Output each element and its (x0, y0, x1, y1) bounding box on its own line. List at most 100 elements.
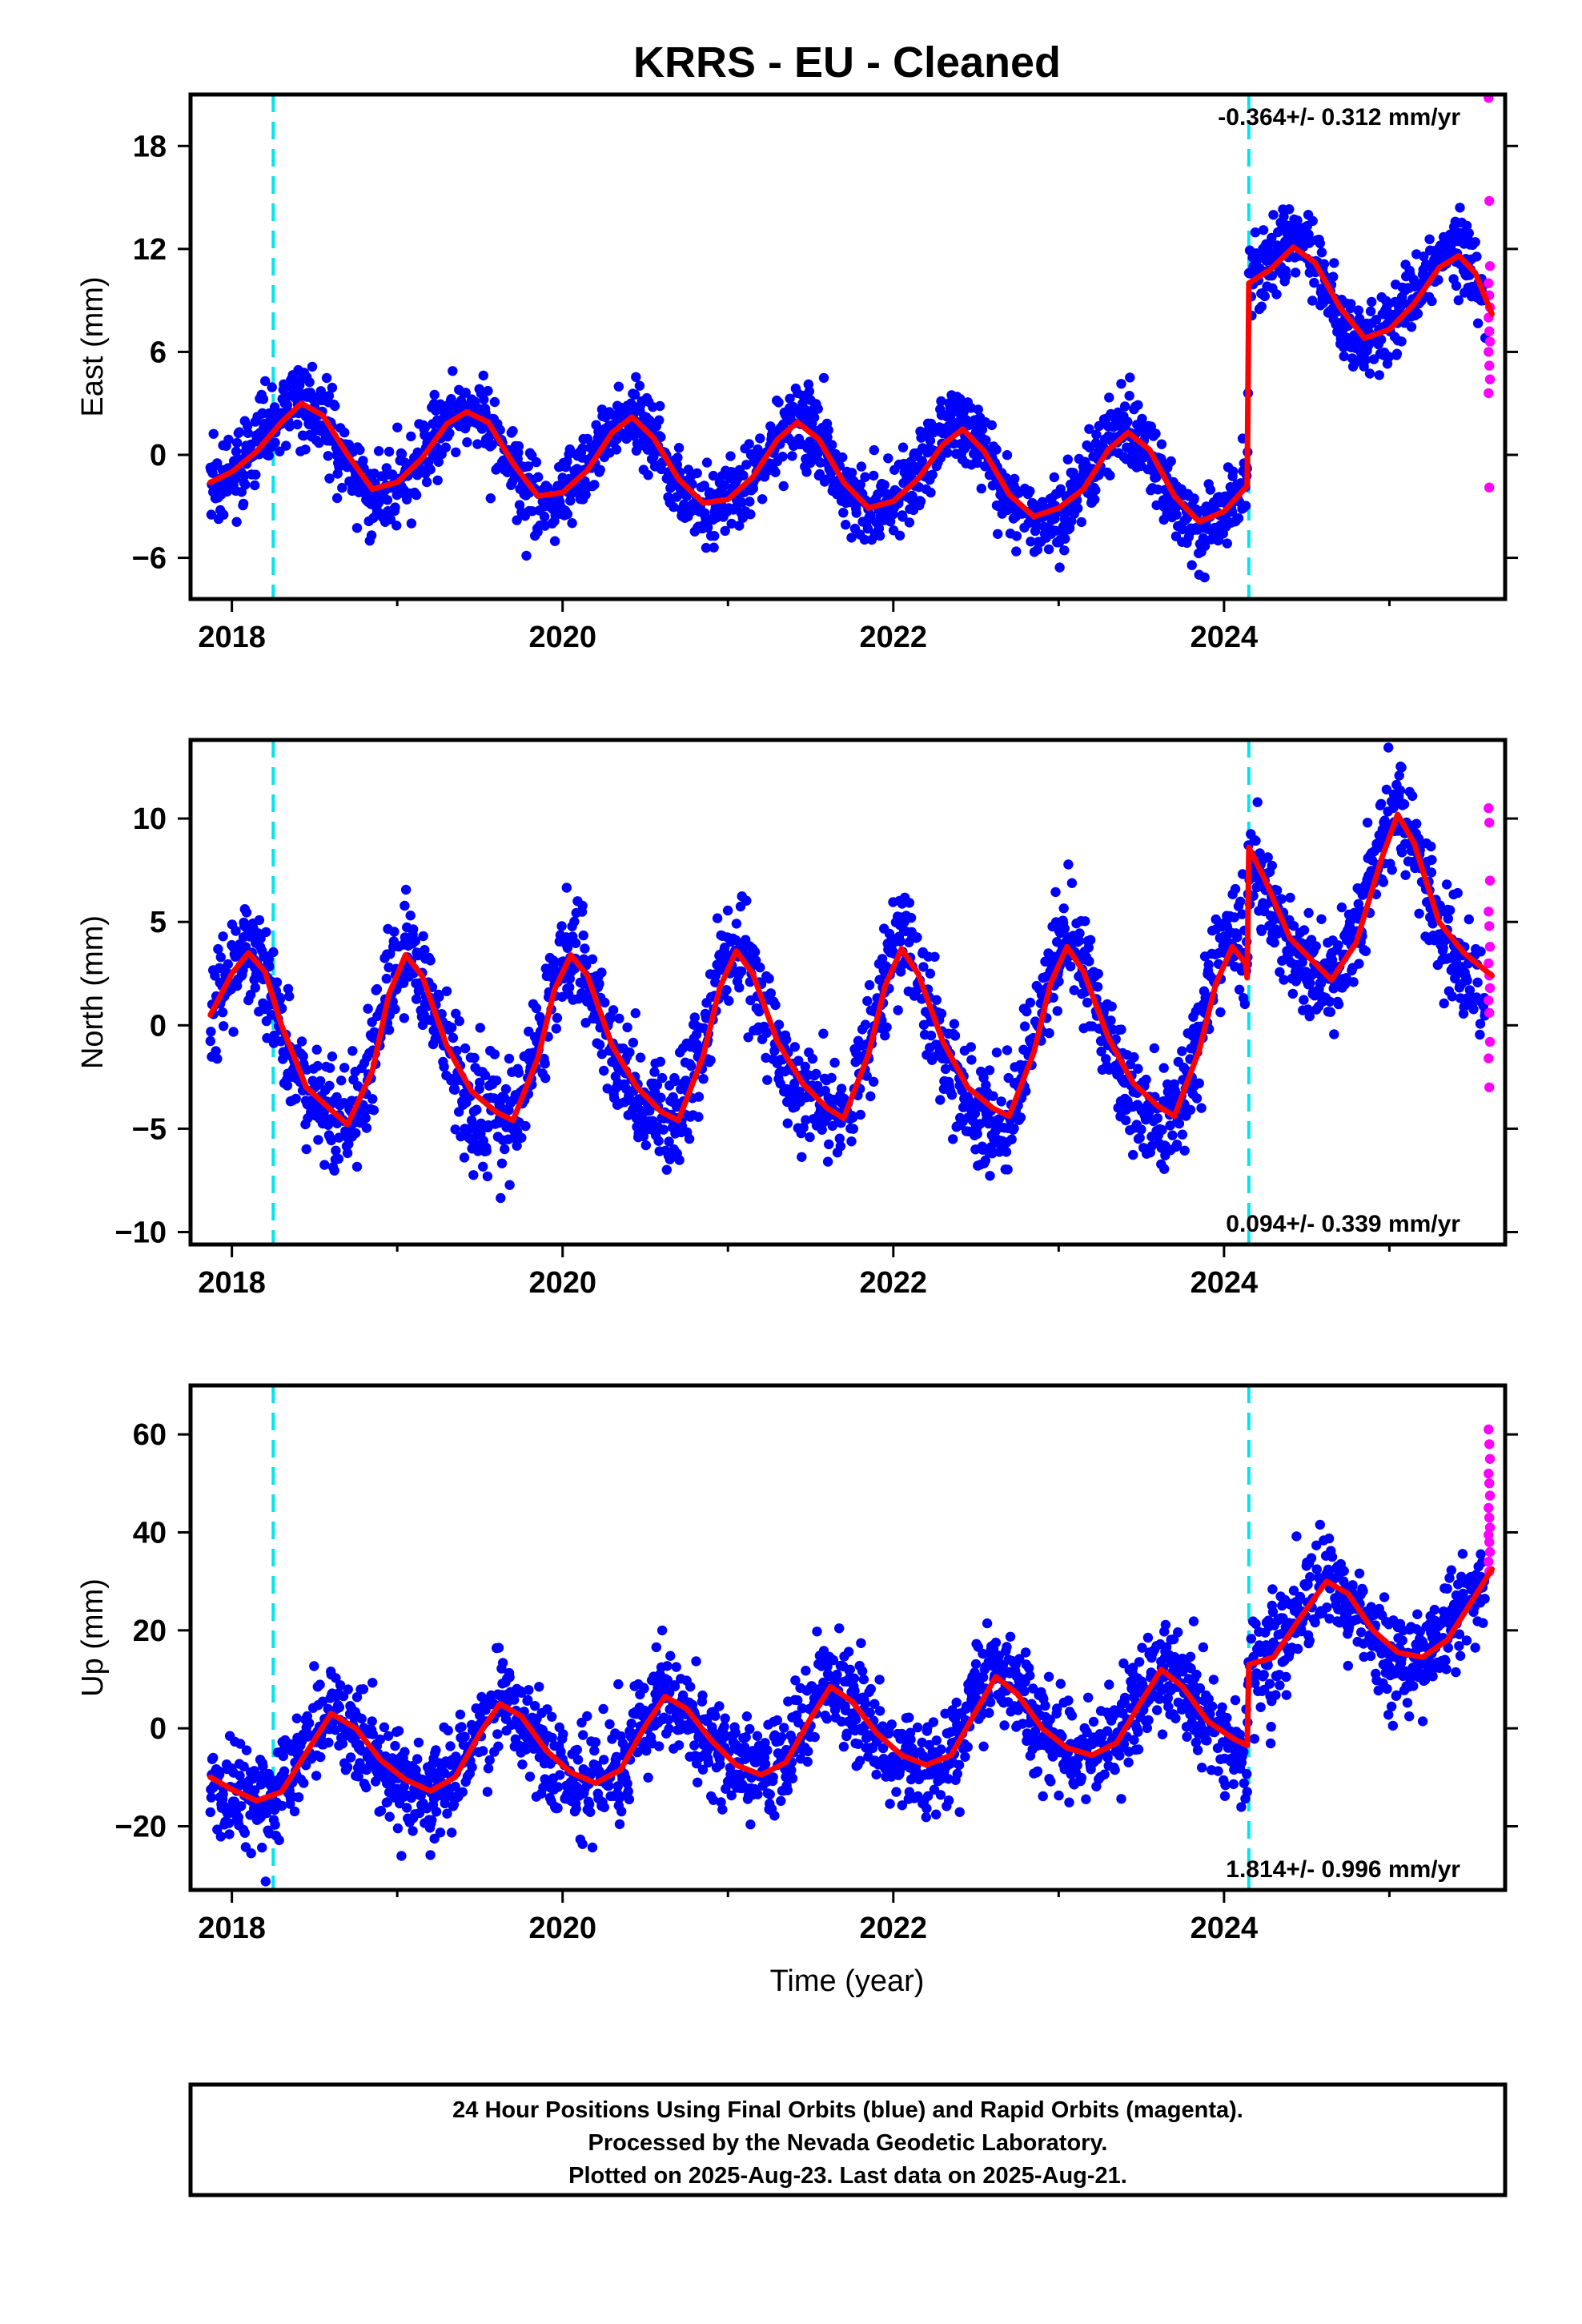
north-rapid-point (1484, 803, 1494, 814)
up-final-point (249, 1766, 259, 1776)
east-final-point (1307, 296, 1318, 306)
north-final-point (1303, 907, 1314, 919)
north-final-point (454, 1015, 464, 1027)
north-final-point (1167, 1130, 1178, 1140)
east-final-point (673, 452, 683, 463)
north-final-point (1177, 1129, 1188, 1140)
up-final-point (291, 1713, 302, 1723)
north-final-point (834, 1133, 845, 1144)
up-final-point (435, 1827, 446, 1838)
east-final-point (223, 434, 234, 445)
north-final-point (638, 1131, 649, 1142)
east-final-point (206, 509, 217, 520)
north-final-point (980, 1155, 991, 1166)
east-rapid-point (1484, 482, 1495, 493)
east-final-point (1166, 456, 1176, 467)
east-final-point (1328, 271, 1339, 282)
east-final-point (595, 464, 605, 475)
north-final-point (516, 1132, 527, 1144)
north-final-point (1267, 860, 1278, 871)
north-final-point (860, 1019, 871, 1030)
east-final-point (1279, 211, 1289, 222)
north-final-point (1395, 785, 1406, 796)
north-final-point (361, 1123, 372, 1133)
east-final-point (582, 433, 592, 444)
north-final-point (1407, 790, 1418, 802)
north-final-point (496, 1158, 508, 1169)
east-final-point (720, 525, 730, 537)
north-final-point (1399, 799, 1410, 810)
east-final-point (669, 501, 679, 513)
east-final-point (745, 509, 756, 520)
east-rapid-point (1484, 278, 1494, 288)
east-final-point (1228, 466, 1239, 476)
east-final-point (1090, 485, 1101, 496)
up-final-point (214, 1769, 225, 1780)
north-final-point (829, 1057, 840, 1068)
east-final-point (981, 435, 991, 445)
north-final-point (1215, 1007, 1226, 1018)
north-final-point (789, 1042, 800, 1052)
up-final-point (440, 1798, 450, 1809)
east-final-point (804, 386, 815, 396)
up-final-point (424, 1775, 434, 1786)
north-rapid-point (1484, 875, 1496, 886)
north-rapid-point (1484, 1053, 1494, 1063)
east-final-point (282, 400, 293, 410)
up-final-point (250, 1785, 260, 1795)
north-final-point (817, 1124, 827, 1136)
east-final-point (396, 448, 408, 460)
north-final-point (1316, 914, 1327, 925)
north-final-point (649, 1067, 660, 1077)
east-final-points (205, 203, 1491, 583)
east-final-point (851, 508, 861, 518)
east-ytick-label: 12 (133, 233, 167, 267)
east-final-point (373, 446, 384, 456)
east-final-point (1316, 247, 1327, 258)
north-final-point (212, 1053, 223, 1064)
east-final-point (904, 517, 915, 528)
east-final-point (725, 451, 736, 461)
north-final-point (1129, 1051, 1139, 1063)
north-final-point (1472, 977, 1483, 988)
east-final-point (284, 421, 295, 432)
up-final-point (279, 1744, 289, 1755)
north-final-point (264, 961, 275, 972)
east-final-point (304, 377, 315, 388)
up-final-point (239, 1827, 250, 1838)
east-final-point (1346, 299, 1356, 309)
up-final-point (392, 1823, 404, 1834)
east-final-point (243, 420, 253, 432)
north-final-point (381, 973, 391, 984)
east-final-point (643, 470, 653, 480)
north-final-point (918, 962, 929, 972)
east-final-point (846, 468, 857, 478)
north-ytick-label: −10 (115, 1216, 167, 1250)
north-final-point (1464, 914, 1475, 925)
up-final-point (383, 1731, 394, 1741)
north-final-point (1468, 1004, 1479, 1015)
north-final-point (1136, 1124, 1146, 1135)
north-final-point (400, 900, 410, 911)
north-final-point (540, 1073, 551, 1084)
east-final-point (234, 427, 245, 437)
up-final-point (270, 1819, 280, 1830)
north-final-point (656, 1072, 668, 1084)
north-final-point (250, 983, 260, 993)
north-final-point (974, 1119, 986, 1129)
up-final-point (335, 1680, 346, 1691)
east-final-point (1315, 238, 1326, 249)
up-final-point (299, 1778, 309, 1788)
north-final-point (1354, 959, 1364, 969)
north-final-point (390, 1003, 400, 1015)
north-final-point (1279, 975, 1289, 985)
north-final-point (755, 962, 765, 973)
up-final-point (279, 1766, 290, 1776)
up-final-point (258, 1761, 268, 1771)
north-final-point (405, 911, 416, 921)
east-final-point (432, 475, 443, 485)
north-final-point (472, 1104, 482, 1115)
north-final-point (1311, 941, 1321, 951)
north-final-point (556, 921, 567, 931)
